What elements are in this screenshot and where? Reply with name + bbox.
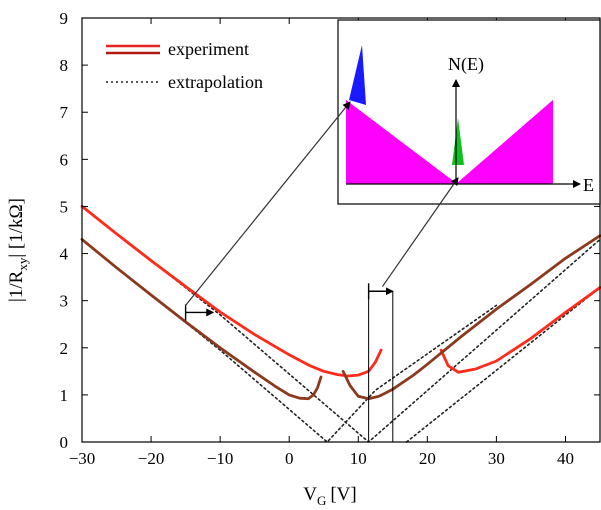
- inset-arrows: [185, 101, 459, 306]
- y-tick-label: 0: [60, 433, 69, 452]
- series-line-extrapolation: [81, 205, 601, 443]
- x-tick-label: −10: [207, 449, 234, 468]
- inset-dos-left-wedge: [346, 100, 456, 184]
- x-axis-title-sub: G: [317, 493, 326, 508]
- inset-dos-diagram: N(E) E: [337, 19, 601, 205]
- x-tick-label: 20: [419, 449, 436, 468]
- inset-x-label: E: [583, 175, 594, 195]
- series-line-experiment: [80, 237, 323, 401]
- y-tick-label: 2: [60, 339, 69, 358]
- ticks: −30 −20 −10 0 10 20 30 40 0 1 2 3 4 5 6 7 8 9: [60, 9, 600, 468]
- legend: experiment extrapolation: [106, 39, 263, 92]
- inset-peak-green: [452, 118, 464, 165]
- inset-pointer-arrow: [185, 101, 351, 306]
- annotation-layer: [184, 283, 394, 442]
- y-tick-label: 5: [60, 197, 69, 216]
- y-tick-label: 9: [60, 9, 69, 28]
- series-line-extrapolation: [405, 286, 601, 443]
- y-tick-label: 3: [60, 292, 69, 311]
- series-line-experiment: [439, 286, 601, 374]
- inset-y-label: N(E): [448, 54, 484, 75]
- x-tick-label: 10: [350, 449, 367, 468]
- x-tick-label: 40: [557, 449, 574, 468]
- x-axis-title: VG [V]: [303, 484, 357, 508]
- inset-peak-blue: [349, 45, 366, 105]
- legend-label-extrapolation: extrapolation: [168, 72, 263, 92]
- y-tick-label: 8: [60, 56, 69, 75]
- y-tick-label: 1: [60, 386, 69, 405]
- x-tick-label: −20: [138, 449, 165, 468]
- y-axis-title-post: | [1/kΩ]: [6, 198, 27, 258]
- y-tick-label: 4: [60, 245, 69, 264]
- x-axis-title-unit: [V]: [330, 484, 356, 505]
- series-line-experiment: [80, 204, 383, 378]
- x-tick-label: 0: [285, 449, 294, 468]
- plot-frame: [81, 17, 601, 443]
- y-axis-title-pre: |1/R: [6, 270, 27, 302]
- y-tick-label: 6: [60, 150, 69, 169]
- inset-dos-right-wedge: [456, 100, 553, 184]
- x-tick-label: 30: [488, 449, 505, 468]
- series-line-extrapolation: [81, 238, 498, 443]
- legend-label-experiment: experiment: [168, 39, 249, 59]
- inset-pointer-arrow: [381, 177, 459, 287]
- series-line-experiment: [341, 234, 601, 401]
- x-axis-title-main: V: [303, 484, 317, 505]
- series-layer: [80, 204, 601, 443]
- x-tick-label: −30: [69, 449, 96, 468]
- y-axis-title: |1/Rxy| [1/kΩ]: [6, 198, 30, 302]
- y-axis-title-sub: xy: [15, 257, 30, 271]
- y-tick-label: 7: [60, 103, 69, 122]
